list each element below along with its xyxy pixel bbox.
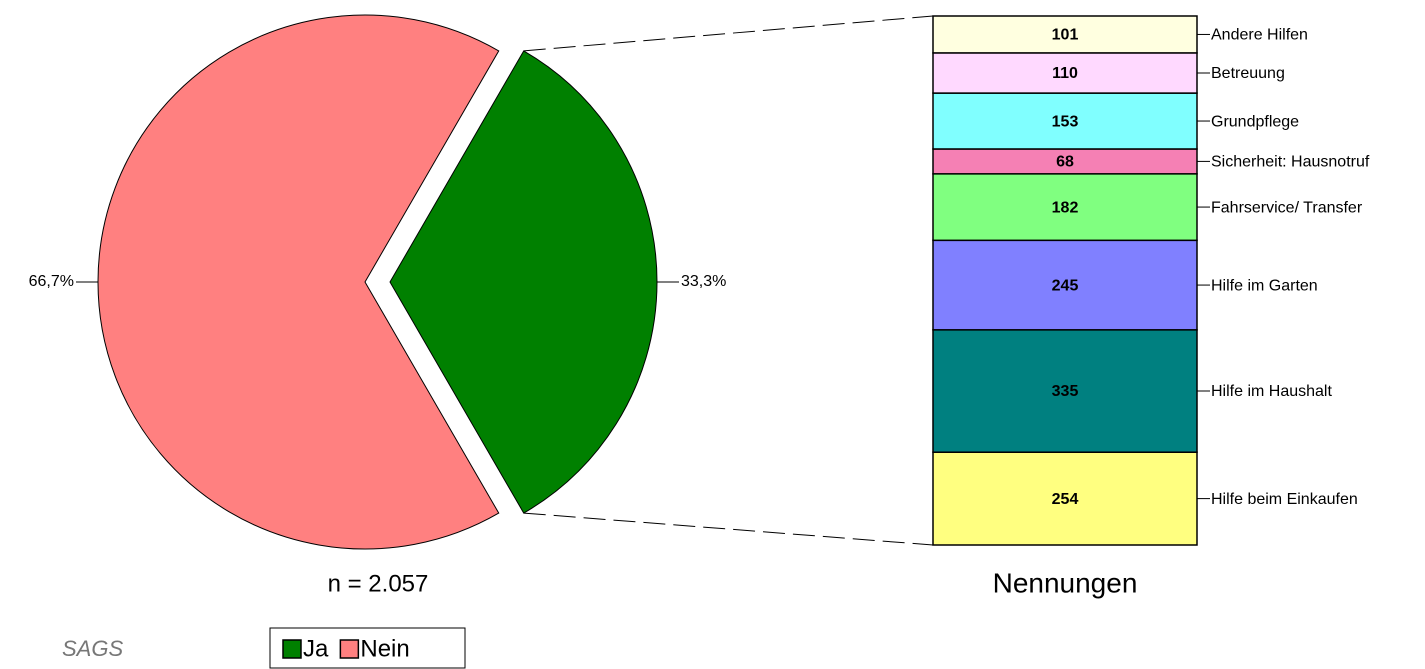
- segment-label: 254: [1052, 491, 1079, 508]
- bar-segment: [932, 239, 1198, 331]
- legend-swatch: [339, 639, 360, 659]
- bar-segment: [932, 148, 1198, 175]
- segment-name: Fahrservice/ Transfer: [1211, 199, 1363, 216]
- legend-label: Nein: [360, 635, 409, 662]
- connector: [523, 512, 934, 546]
- pie-caption: n = 2.057: [328, 570, 429, 597]
- legend-swatch: [282, 639, 302, 659]
- slice-label: 66,7%: [29, 273, 74, 290]
- segment-label: 245: [1052, 277, 1079, 294]
- logo: SAGS: [62, 636, 123, 661]
- segment-name: Sicherheit: Hausnotruf: [1211, 154, 1370, 171]
- bar-segment: [932, 173, 1198, 242]
- pie-slice: [97, 14, 500, 550]
- segment-label: 110: [1052, 65, 1078, 82]
- bar-segment: [932, 451, 1198, 546]
- segment-label: 153: [1052, 113, 1079, 130]
- segment-name: Hilfe im Garten: [1211, 277, 1318, 294]
- legend-box: [269, 627, 466, 669]
- segment-name: Hilfe beim Einkaufen: [1211, 491, 1358, 508]
- bar-segment: [932, 92, 1198, 150]
- bar-segment: [932, 15, 1198, 54]
- bar-segment: [932, 52, 1198, 94]
- segment-label: 335: [1052, 383, 1079, 400]
- segment-label: 101: [1052, 27, 1079, 44]
- segment-name: Grundpflege: [1211, 113, 1299, 130]
- connector: [523, 15, 934, 52]
- segment-name: Hilfe im Haushalt: [1211, 383, 1332, 400]
- segment-label: 68: [1056, 154, 1074, 171]
- bar-title: Nennungen: [993, 567, 1138, 598]
- slice-label: 33,3%: [681, 273, 726, 290]
- segment-name: Andere Hilfen: [1211, 27, 1308, 44]
- bar-segment: [932, 329, 1198, 453]
- segment-name: Betreuung: [1211, 65, 1285, 82]
- segment-label: 182: [1052, 199, 1079, 216]
- legend-label: Ja: [303, 635, 329, 662]
